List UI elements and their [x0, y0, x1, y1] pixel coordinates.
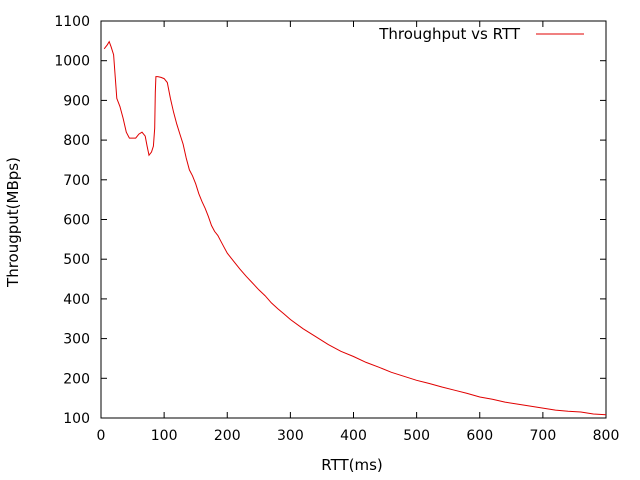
x-tick-label: 800 [593, 428, 620, 444]
y-tick-label: 500 [63, 252, 90, 268]
series-layer [103, 40, 607, 416]
x-tick-label: 400 [340, 428, 367, 444]
legend: Throughput vs RTT [378, 25, 584, 43]
y-tick-label: 400 [63, 292, 90, 308]
y-tick-labels: 100 200 300 400 500 600 700 800 900 1000 1100 [54, 14, 90, 427]
y-tick-label: 200 [63, 371, 90, 387]
y-axis-title: Througput(MBps) [4, 157, 22, 288]
plot-frame [100, 20, 607, 419]
y-tick-label: 100 [63, 411, 90, 427]
x-axis-title: RTT(ms) [321, 456, 383, 474]
legend-label: Throughput vs RTT [378, 25, 521, 43]
x-tick-label: 700 [530, 428, 557, 444]
y-tick-label: 800 [63, 133, 90, 149]
x-tick-label: 600 [466, 428, 493, 444]
y-tick-label: 700 [63, 173, 90, 189]
x-tick-label: 300 [277, 428, 304, 444]
y-tick-label: 1100 [54, 14, 90, 30]
x-tick-label: 500 [403, 428, 430, 444]
y-tick-label: 1000 [54, 54, 90, 70]
y-tick-label: 900 [63, 93, 90, 109]
y-tick-label: 600 [63, 213, 90, 229]
x-tick-label: 200 [214, 428, 241, 444]
x-tick-label: 100 [151, 428, 178, 444]
x-tick-label: 0 [97, 428, 106, 444]
y-tick-label: 300 [63, 332, 90, 348]
x-tick-labels: 0 100 200 300 400 500 600 700 800 [97, 428, 620, 444]
series-line [103, 40, 607, 416]
axis-ticks [100, 20, 607, 419]
